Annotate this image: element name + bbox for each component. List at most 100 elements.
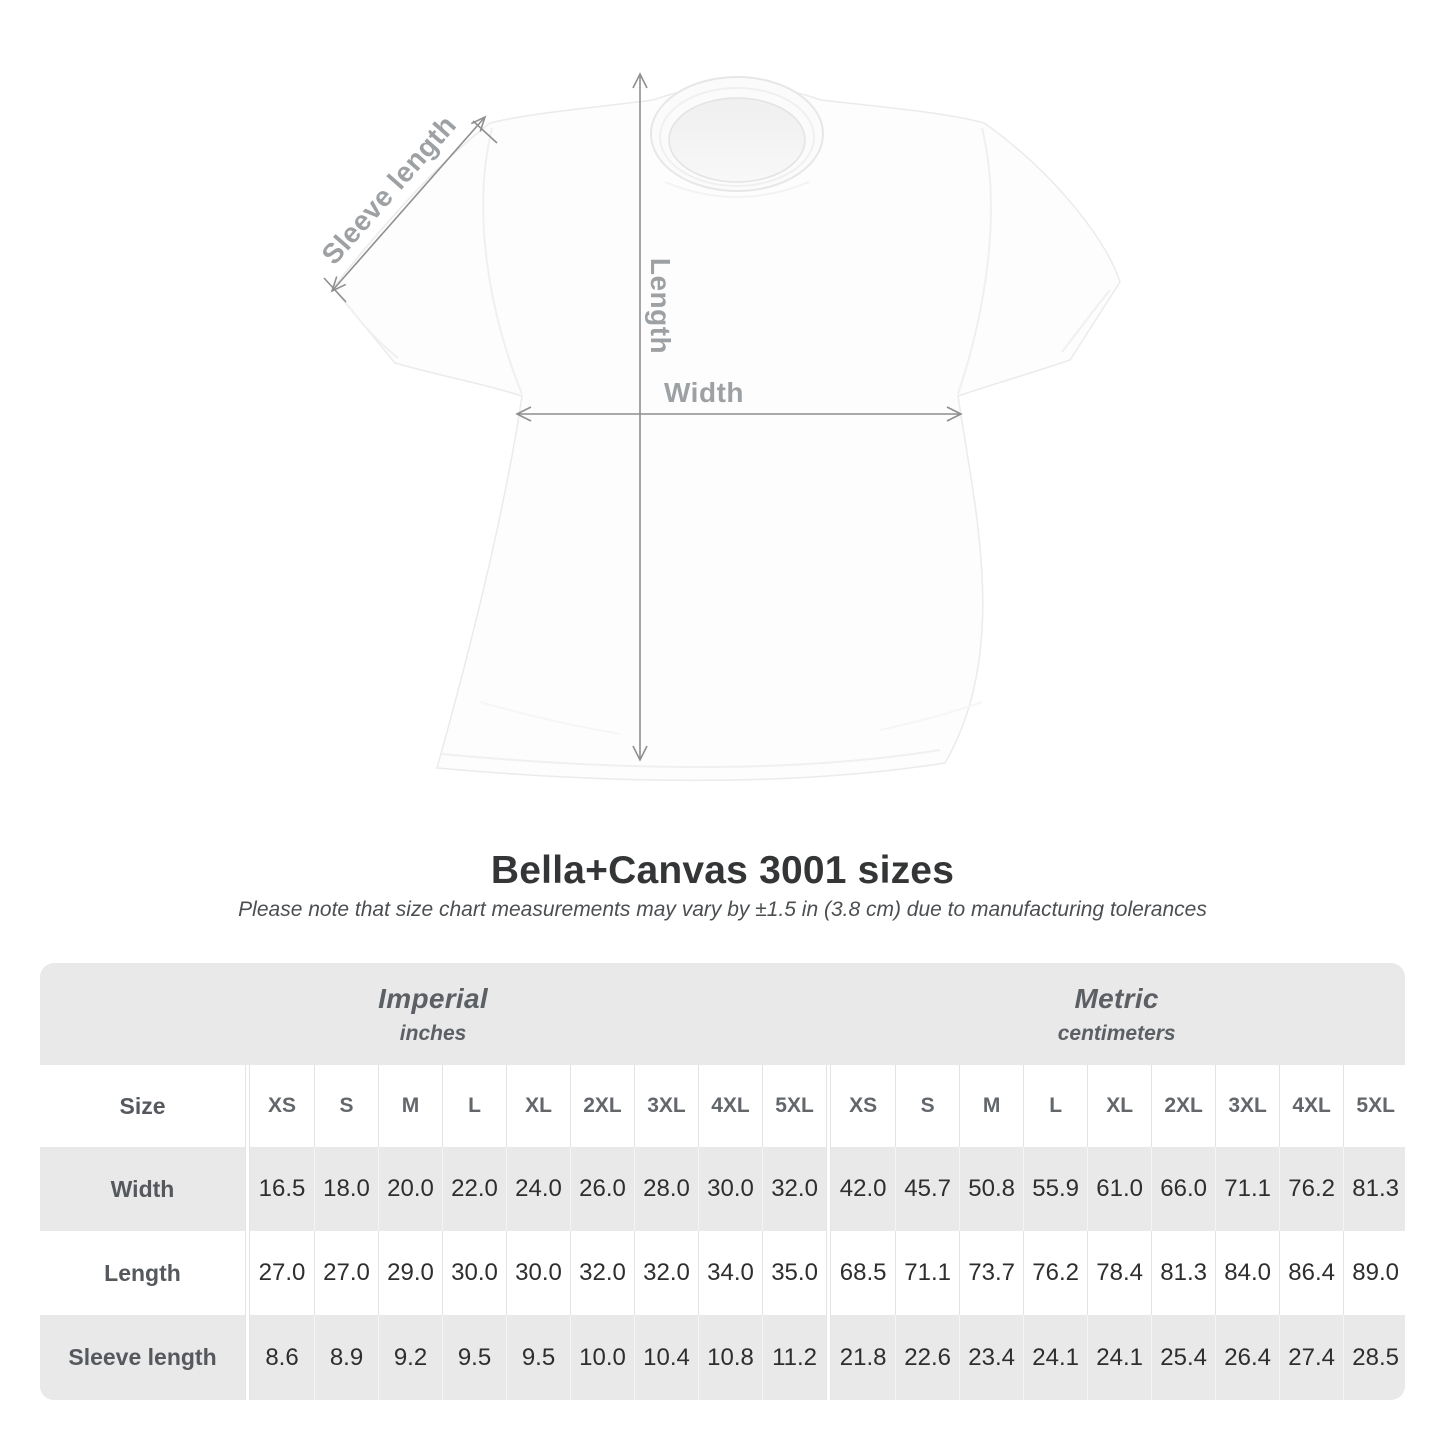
- value-cell-metric: 22.6: [895, 1315, 959, 1400]
- value-cell-metric: 21.8: [839, 1343, 887, 1371]
- size-col-header-imperial: L: [442, 1065, 506, 1147]
- value-cell-metric: 89.0: [1343, 1231, 1405, 1315]
- value-cell-metric: 78.4: [1087, 1231, 1151, 1315]
- value-cell-imperial: 18.0: [314, 1147, 378, 1231]
- tshirt-measurement-figure: Width Length Sleeve length: [316, 60, 1130, 805]
- value-cell-imperial: 9.2: [378, 1315, 442, 1400]
- section-spacer: [826, 1065, 832, 1147]
- size-chart-table: Imperial inches Metric centimeters Size X…: [40, 963, 1405, 1400]
- value-cell-imperial: 30.0: [442, 1231, 506, 1315]
- length-arrow: [632, 72, 648, 762]
- value-cell-metric: 81.3: [1151, 1231, 1215, 1315]
- value-cell-imperial: 32.0: [762, 1147, 826, 1231]
- column-spacer: [245, 1231, 250, 1315]
- value-cell-imperial: 26.0: [570, 1147, 634, 1231]
- value-cell-metric: 42.0: [839, 1175, 887, 1202]
- size-col-header-imperial: M: [378, 1065, 442, 1147]
- length-dimension-label: Length: [645, 258, 676, 354]
- size-col-header-imperial: 4XL: [698, 1065, 762, 1147]
- size-col-header-metric: XL: [1087, 1065, 1151, 1147]
- value-cell-imperial: 16.5: [258, 1175, 306, 1202]
- row-label: Width: [40, 1147, 245, 1231]
- size-col-header-imperial: 3XL: [634, 1065, 698, 1147]
- sleeve-length-arrow: [323, 115, 498, 303]
- collar-ribbing: [659, 87, 815, 187]
- metric-unit-label: centimeters: [1057, 1021, 1176, 1045]
- value-cell-imperial: 29.0: [378, 1231, 442, 1315]
- value-cell-metric: 86.4: [1279, 1231, 1343, 1315]
- tshirt-illustration: Width Length Sleeve length: [316, 72, 1121, 782]
- value-cell-imperial: 10.0: [570, 1315, 634, 1400]
- value-cell-imperial: 30.0: [506, 1231, 570, 1315]
- value-cell-metric: 76.2: [1279, 1147, 1343, 1231]
- value-cell-metric: 24.1: [1087, 1315, 1151, 1400]
- value-cell-imperial: 32.0: [570, 1231, 634, 1315]
- size-col-header-metric: M: [959, 1065, 1023, 1147]
- value-cell-imperial: 27.0: [314, 1231, 378, 1315]
- column-spacer: [245, 1065, 250, 1147]
- value-cell-imperial: 8.6: [265, 1343, 299, 1371]
- seam-lines: [343, 127, 1111, 769]
- size-col-header-imperial: 5XL: [762, 1065, 826, 1147]
- value-cell-metric: 23.4: [959, 1315, 1023, 1400]
- value-cell-imperial: 9.5: [506, 1315, 570, 1400]
- size-col-header-imperial: XS: [267, 1094, 296, 1117]
- measurement-row: Width 16.5 18.0 20.0 22.0 24.0 26.0 28.0 30.0 32.…: [40, 1147, 1405, 1231]
- metric-label: Metric: [1074, 982, 1159, 1014]
- size-col-header-metric: XS: [849, 1094, 878, 1117]
- width-dimension-label: Width: [664, 377, 744, 408]
- tshirt-body-shape: [332, 76, 1121, 782]
- size-header-row: Size XS S M L XL 2XL 3XL 4XL 5XL XS S M L XL 2XL 3XL 4XL 5…: [40, 1065, 1405, 1147]
- measurement-row: Sleeve length 8.6 8.9 9.2 9.5 9.5 10.0 10.4 10.8…: [40, 1315, 1405, 1400]
- value-cell-imperial: 30.0: [698, 1147, 762, 1231]
- row-label: Sleeve length: [40, 1315, 245, 1400]
- value-cell-imperial: 22.0: [442, 1147, 506, 1231]
- value-cell-metric: 24.1: [1023, 1315, 1087, 1400]
- imperial-group-header: Imperial inches: [40, 963, 827, 1065]
- metric-group-header: Metric centimeters: [826, 963, 1405, 1065]
- value-cell-metric: 27.4: [1279, 1315, 1343, 1400]
- size-col-header-imperial: 2XL: [570, 1065, 634, 1147]
- size-col-header-metric: S: [895, 1065, 959, 1147]
- value-cell-imperial: 24.0: [506, 1147, 570, 1231]
- value-cell-metric: 76.2: [1023, 1231, 1087, 1315]
- column-spacer: [245, 1315, 250, 1400]
- value-cell-metric: 84.0: [1215, 1231, 1279, 1315]
- value-cell-metric: 50.8: [959, 1147, 1023, 1231]
- value-cell-imperial: 32.0: [634, 1231, 698, 1315]
- value-cell-imperial: 11.2: [762, 1315, 826, 1400]
- value-cell-imperial: 8.9: [314, 1315, 378, 1400]
- section-spacer: [826, 1231, 832, 1315]
- value-cell-metric: 66.0: [1151, 1147, 1215, 1231]
- value-cell-imperial: 10.4: [634, 1315, 698, 1400]
- measurement-row: Length 27.0 27.0 29.0 30.0 30.0 32.0 32.0 34.0 35…: [40, 1231, 1405, 1315]
- imperial-unit-label: inches: [399, 1021, 467, 1045]
- size-chart: Imperial inches Metric centimeters Size X…: [40, 963, 1405, 1400]
- value-cell-imperial: 20.0: [378, 1147, 442, 1231]
- value-cell-metric: 73.7: [959, 1231, 1023, 1315]
- size-col-header-metric: 4XL: [1279, 1065, 1343, 1147]
- value-cell-imperial: 10.8: [698, 1315, 762, 1400]
- size-col-header-metric: 3XL: [1215, 1065, 1279, 1147]
- value-cell-metric: 68.5: [839, 1259, 887, 1286]
- unit-group-row: Imperial inches Metric centimeters: [40, 963, 1405, 1065]
- value-cell-metric: 71.1: [1215, 1147, 1279, 1231]
- value-cell-imperial: 28.0: [634, 1147, 698, 1231]
- column-spacer: [245, 1147, 250, 1231]
- size-col-header-metric: 2XL: [1151, 1065, 1215, 1147]
- size-col-header-metric: L: [1023, 1065, 1087, 1147]
- section-spacer: [826, 1315, 832, 1400]
- section-spacer: [826, 1147, 832, 1231]
- value-cell-metric: 25.4: [1151, 1315, 1215, 1400]
- value-cell-imperial: 27.0: [258, 1259, 306, 1286]
- size-col-header-imperial: XL: [506, 1065, 570, 1147]
- collar-inner: [668, 97, 806, 183]
- width-arrow: [515, 406, 963, 422]
- value-cell-imperial: 35.0: [762, 1231, 826, 1315]
- size-column-header: Size: [40, 1065, 245, 1147]
- value-cell-metric: 45.7: [895, 1147, 959, 1231]
- row-label: Length: [40, 1231, 245, 1315]
- imperial-label: Imperial: [378, 982, 488, 1014]
- value-cell-metric: 28.5: [1343, 1315, 1405, 1400]
